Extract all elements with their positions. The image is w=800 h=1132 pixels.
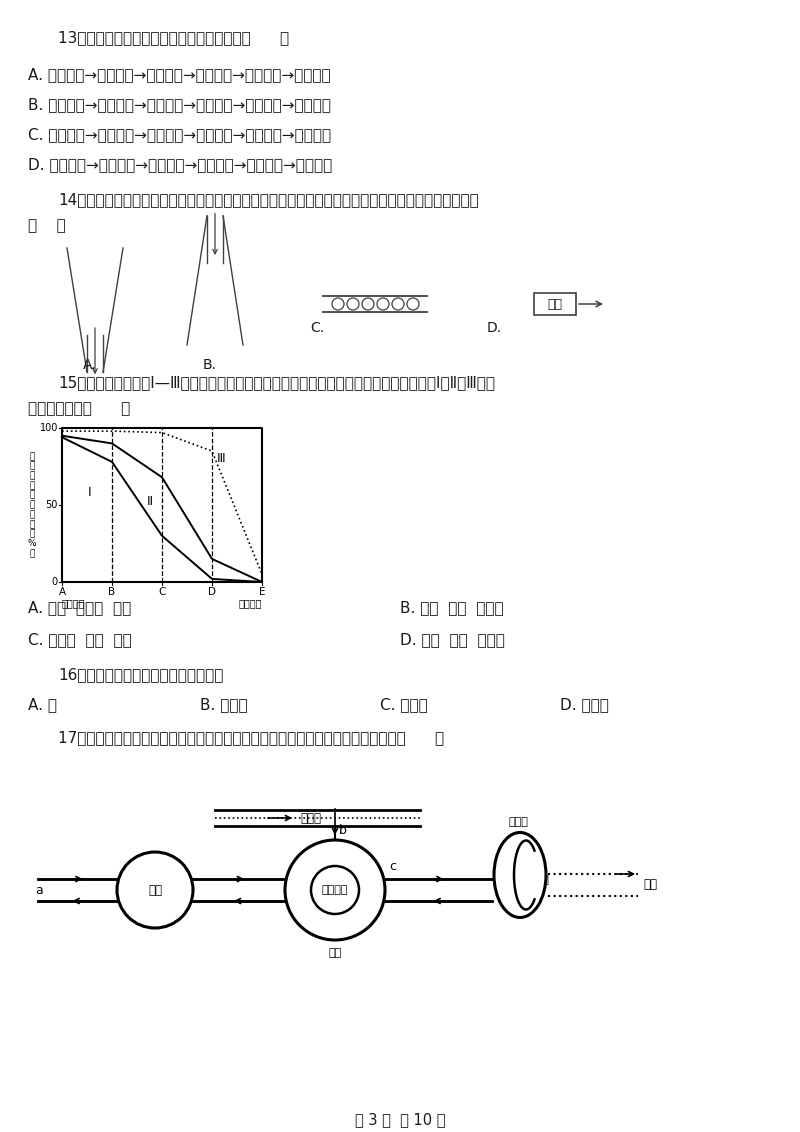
Text: 16．下列动物中，不属于类人猿的是：: 16．下列动物中，不属于类人猿的是：	[58, 667, 223, 681]
Circle shape	[392, 298, 404, 310]
Text: 100: 100	[40, 423, 58, 434]
Text: B: B	[109, 588, 115, 597]
Text: （口腔）: （口腔）	[62, 598, 86, 608]
Text: A. 猴: A. 猴	[28, 697, 57, 712]
Text: B. 提出问题→作出假设→实施计划→制定计划→得出结论→表达交流: B. 提出问题→作出假设→实施计划→制定计划→得出结论→表达交流	[28, 97, 331, 112]
Text: 第 3 页  共 10 页: 第 3 页 共 10 页	[354, 1112, 446, 1127]
Text: C. 作出假设→提出问题→制定计划→实施计划→表达交流→得出结论: C. 作出假设→提出问题→制定计划→实施计划→表达交流→得出结论	[28, 127, 331, 142]
Text: 13．下列是探究实验的一般步骤，正确的是（      ）: 13．下列是探究实验的一般步骤，正确的是（ ）	[58, 31, 289, 45]
Text: D.: D.	[487, 321, 502, 335]
Text: B. 大猩猩: B. 大猩猩	[200, 697, 248, 712]
Text: c: c	[390, 860, 397, 873]
Text: 0: 0	[52, 577, 58, 588]
Text: 14．用显微镜观察小鱼尾鳍血液流动时，看到一条血管中的红细胞呈单行通过。下图能表示该血管的是: 14．用显微镜观察小鱼尾鳍血液流动时，看到一条血管中的红细胞呈单行通过。下图能表…	[58, 192, 478, 207]
Circle shape	[332, 298, 344, 310]
Text: 15．下图中的曲线（Ⅰ—Ⅲ）表示淀粉、脂肪、蛋白质在消化道中被消化的程度，据图判断Ⅰ、Ⅱ、Ⅲ分别: 15．下图中的曲线（Ⅰ—Ⅲ）表示淀粉、脂肪、蛋白质在消化道中被消化的程度，据图判…	[58, 375, 495, 391]
Text: A. 淀粉  蛋白质  脂肪: A. 淀粉 蛋白质 脂肪	[28, 600, 131, 615]
Text: （大肠）: （大肠）	[238, 598, 262, 608]
Text: 心脏: 心脏	[547, 298, 562, 310]
Circle shape	[362, 298, 374, 310]
Text: 肾小囊: 肾小囊	[508, 817, 528, 827]
Text: 组织细胞: 组织细胞	[322, 885, 348, 895]
Circle shape	[117, 852, 193, 928]
Text: 未
被
消
化
的
食
物
量
（
%
）: 未 被 消 化 的 食 物 量 （ % ）	[28, 452, 36, 558]
Text: B.: B.	[203, 358, 217, 372]
Text: D. 脂肪  淀粉  蛋白质: D. 脂肪 淀粉 蛋白质	[400, 632, 505, 648]
Text: （    ）: （ ）	[28, 218, 66, 233]
Text: Ⅰ: Ⅰ	[88, 486, 92, 499]
Text: 50: 50	[46, 500, 58, 511]
Text: A. 作出假设→提出问题→制定计划→实施计划→得出结论→表达交流: A. 作出假设→提出问题→制定计划→实施计划→得出结论→表达交流	[28, 67, 330, 82]
Text: E: E	[258, 588, 266, 597]
Text: 17．如图是人体消化、呼吸、泌尿、循环系统生理活动示意图，下列说法正确的是（      ）: 17．如图是人体消化、呼吸、泌尿、循环系统生理活动示意图，下列说法正确的是（ ）	[58, 730, 444, 745]
Circle shape	[311, 866, 359, 914]
Circle shape	[377, 298, 389, 310]
Text: b: b	[339, 824, 347, 837]
Text: D: D	[208, 588, 216, 597]
Text: B. 淀粉  脂肪  蛋白质: B. 淀粉 脂肪 蛋白质	[400, 600, 504, 615]
Text: D. 提出问题→作出假设→制定计划→实施计划→得出结论→表达交流: D. 提出问题→作出假设→制定计划→实施计划→得出结论→表达交流	[28, 157, 332, 172]
Text: 肾小管: 肾小管	[530, 875, 550, 885]
Circle shape	[347, 298, 359, 310]
Text: A: A	[58, 588, 66, 597]
Ellipse shape	[494, 832, 546, 918]
Text: 肺泡: 肺泡	[148, 883, 162, 897]
Text: 消化道: 消化道	[300, 812, 321, 824]
Text: C: C	[158, 588, 166, 597]
Text: Ⅲ: Ⅲ	[217, 453, 226, 465]
Text: Ⅱ: Ⅱ	[147, 496, 153, 508]
Circle shape	[407, 298, 419, 310]
Text: 表示何种物质（      ）: 表示何种物质（ ）	[28, 401, 130, 415]
Text: C. 长臂猿: C. 长臂猿	[380, 697, 428, 712]
Text: a: a	[35, 883, 43, 897]
FancyBboxPatch shape	[534, 293, 576, 315]
Text: A.: A.	[83, 358, 97, 372]
Circle shape	[285, 840, 385, 940]
Text: D. 黑猩猩: D. 黑猩猩	[560, 697, 609, 712]
Text: C. 蛋白质  淀粉  脂肪: C. 蛋白质 淀粉 脂肪	[28, 632, 132, 648]
Text: 尿道: 尿道	[643, 878, 657, 892]
Text: 血液: 血液	[328, 947, 342, 958]
Text: C.: C.	[310, 321, 324, 335]
